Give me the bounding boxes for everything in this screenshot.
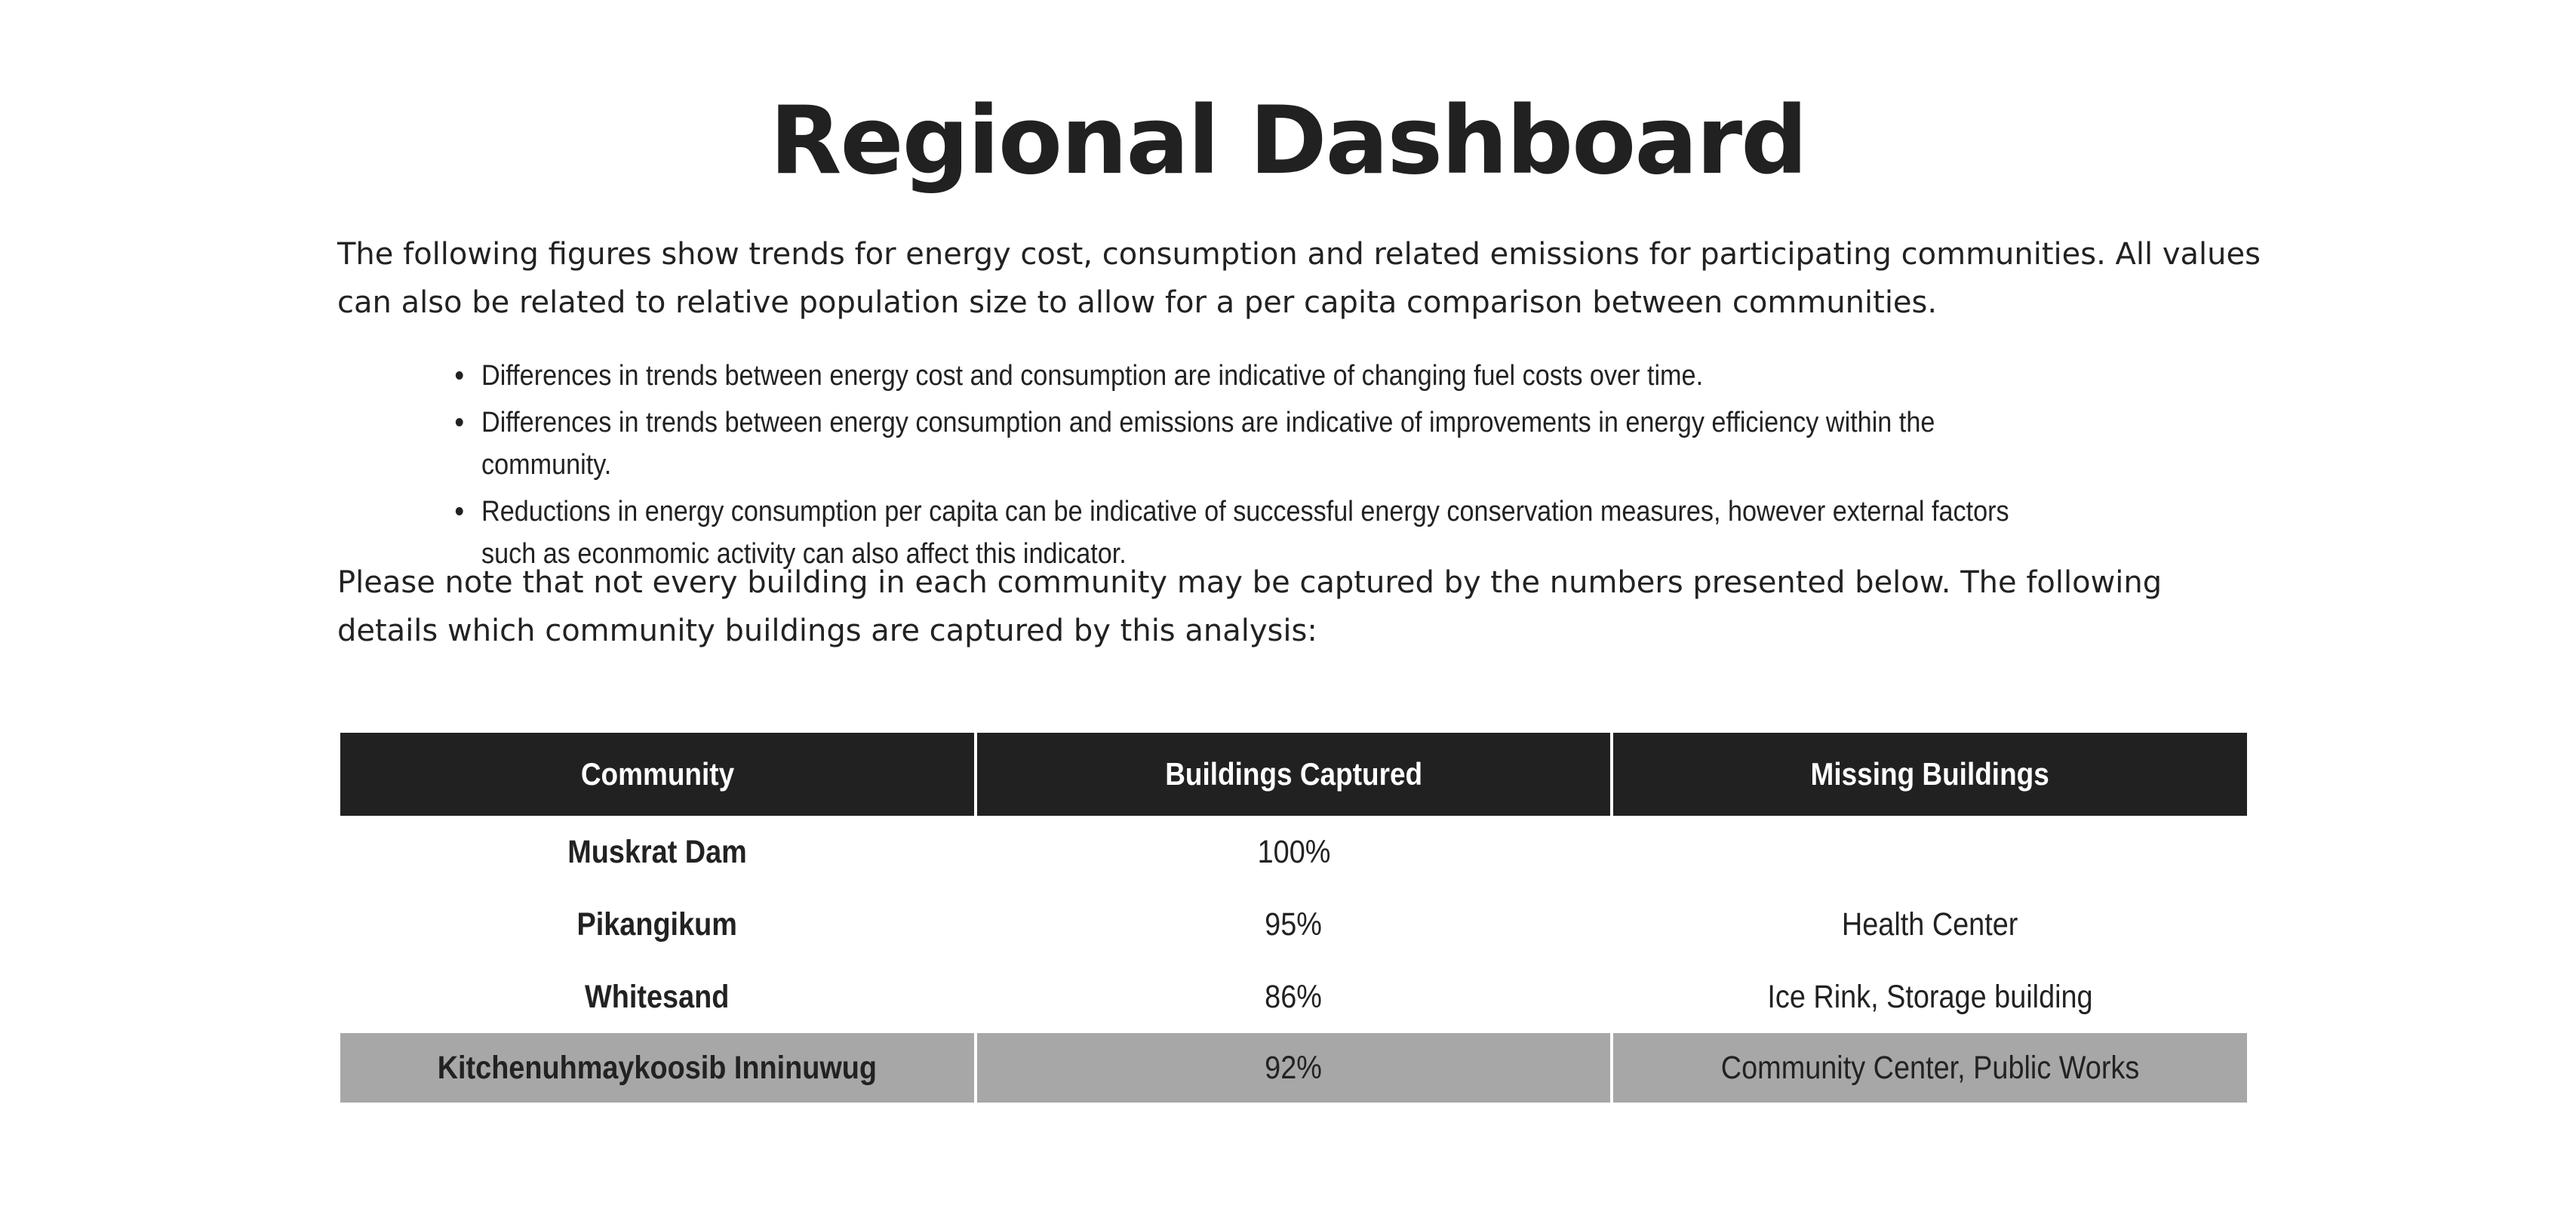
cell-community: Kitchenuhmaykoosib Inninuwug: [340, 1033, 978, 1103]
cell-captured: 100%: [974, 816, 1613, 888]
bullet-text: Reductions in energy consumption per cap…: [481, 496, 2009, 570]
bullet-dot: [455, 507, 463, 515]
bullet-list: Differences in trends between energy cos…: [455, 355, 2043, 580]
cell-text: Muskrat Dam: [567, 833, 747, 870]
bullet-item: Differences in trends between energy con…: [455, 401, 2043, 486]
header-label: Buildings Captured: [1165, 756, 1422, 792]
bullet-item: Reductions in energy consumption per cap…: [455, 491, 2043, 575]
intro-paragraph: The following figures show trends for en…: [337, 237, 2261, 320]
cell-missing: Ice Rink, Storage building: [1609, 961, 2247, 1033]
bullet-text: Differences in trends between energy con…: [481, 407, 1935, 481]
cell-text: Pikangikum: [576, 906, 738, 943]
bullet-item: Differences in trends between energy cos…: [455, 355, 2043, 397]
table-header-row: Community Buildings Captured Missing Bui…: [340, 733, 2247, 816]
cell-community: Pikangikum: [340, 888, 978, 961]
cell-text: 95%: [1265, 906, 1323, 943]
bullet-dot: [455, 371, 463, 380]
table-row: Whitesand 86% Ice Rink, Storage building: [340, 961, 2247, 1033]
bullet-text: Differences in trends between energy cos…: [481, 360, 1704, 392]
cell-text: Whitesand: [585, 978, 730, 1015]
table-row: Pikangikum 95% Health Center: [340, 888, 2247, 961]
cell-text: Health Center: [1842, 906, 2018, 943]
page-title: Regional Dashboard: [770, 87, 1808, 195]
cell-text: 86%: [1265, 978, 1323, 1015]
cell-missing: Health Center: [1609, 888, 2247, 961]
note-paragraph: Please note that not every building in e…: [337, 565, 2163, 648]
table-row-highlighted: Kitchenuhmaykoosib Inninuwug 92% Communi…: [340, 1033, 2247, 1103]
cell-community: Muskrat Dam: [340, 816, 978, 888]
cell-text: Kitchenuhmaykoosib Inninuwug: [438, 1049, 878, 1086]
header-community: Community: [340, 733, 978, 816]
buildings-table: Community Buildings Captured Missing Bui…: [340, 733, 2247, 1103]
cell-captured: 95%: [974, 888, 1613, 961]
header-label: Missing Buildings: [1810, 756, 2049, 792]
table-row: Muskrat Dam 100%: [340, 816, 2247, 888]
cell-text: 100%: [1257, 833, 1330, 870]
cell-text: 92%: [1265, 1049, 1323, 1086]
cell-text: Ice Rink, Storage building: [1767, 978, 2093, 1015]
cell-captured: 86%: [974, 961, 1613, 1033]
cell-captured: 92%: [974, 1033, 1613, 1103]
cell-missing: Community Center, Public Works: [1609, 1033, 2247, 1103]
cell-community: Whitesand: [340, 961, 978, 1033]
cell-text: Community Center, Public Works: [1720, 1049, 2140, 1086]
header-buildings-captured: Buildings Captured: [974, 733, 1613, 816]
header-missing-buildings: Missing Buildings: [1609, 733, 2247, 816]
cell-missing: [1609, 816, 2247, 888]
bullet-dot: [455, 418, 463, 426]
header-label: Community: [580, 756, 734, 792]
